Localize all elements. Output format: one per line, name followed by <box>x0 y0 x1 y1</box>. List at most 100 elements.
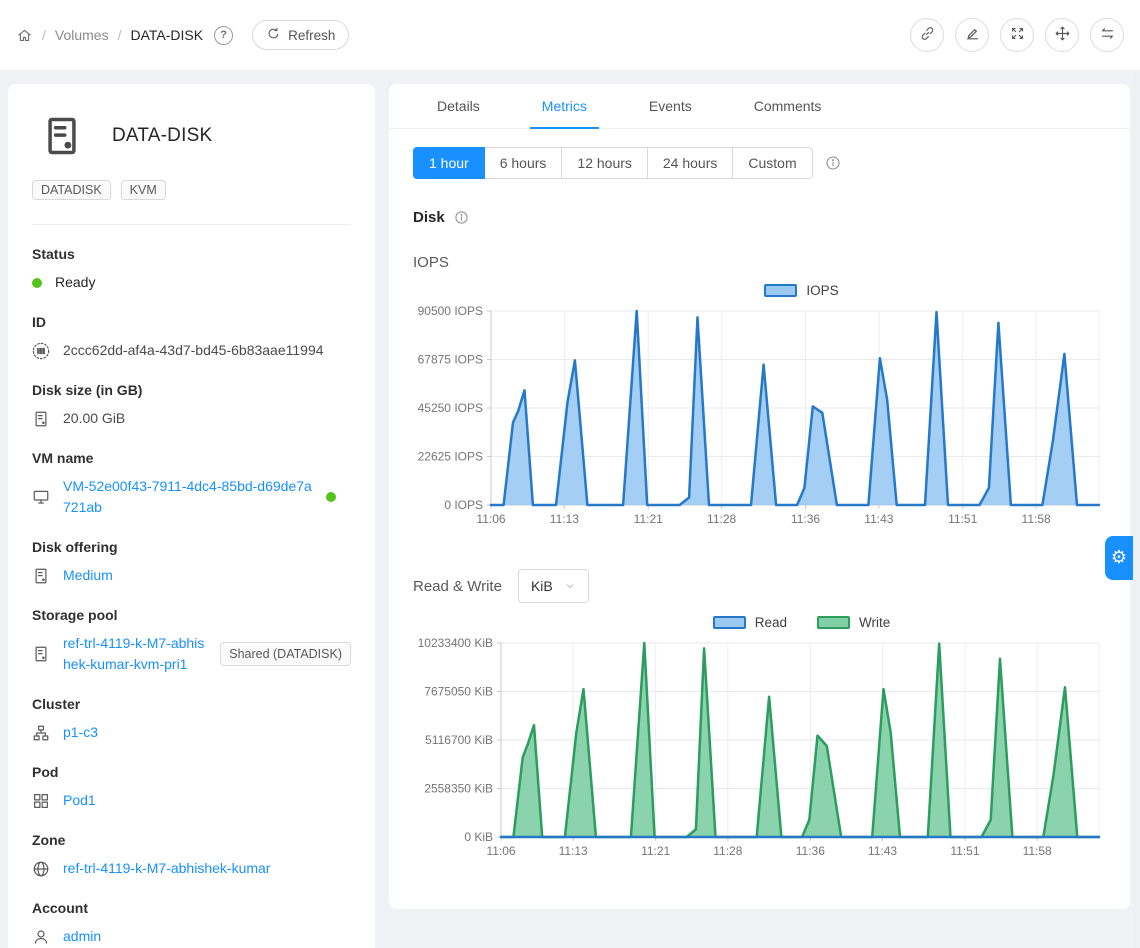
volume-title: DATA-DISK <box>112 125 212 147</box>
globe-icon <box>32 860 50 878</box>
edit-icon <box>964 25 981 45</box>
iops-legend: IOPS <box>497 283 1106 298</box>
breadcrumb-volumes[interactable]: Volumes <box>55 27 109 43</box>
swap-action-button[interactable] <box>1090 18 1124 52</box>
legend-iops[interactable]: IOPS <box>764 283 838 298</box>
refresh-button[interactable]: Refresh <box>252 20 349 50</box>
svg-text:5116700 KiB: 5116700 KiB <box>425 733 493 747</box>
scrollbar[interactable] <box>1133 72 1140 948</box>
disk-icon <box>32 410 50 428</box>
field-link[interactable]: Medium <box>63 565 113 586</box>
field-link[interactable]: VM-52e00f43-7911-4dc4-85bd-d69de7a721ab <box>63 476 313 518</box>
breadcrumb-separator: / <box>118 27 122 43</box>
svg-text:11:28: 11:28 <box>707 512 736 526</box>
svg-text:11:06: 11:06 <box>476 512 505 526</box>
svg-text:11:58: 11:58 <box>1023 844 1052 858</box>
help-icon[interactable]: ? <box>214 26 233 45</box>
svg-text:11:51: 11:51 <box>948 512 977 526</box>
link-action-button[interactable] <box>910 18 944 52</box>
svg-text:11:21: 11:21 <box>641 844 670 858</box>
swap-icon <box>1099 25 1116 45</box>
svg-text:10233400 KiB: 10233400 KiB <box>418 636 493 650</box>
field-text: 2ccc62dd-af4a-43d7-bd45-6b83aae11994 <box>63 340 324 361</box>
home-icon[interactable] <box>16 27 33 44</box>
field-link[interactable]: admin <box>63 926 101 947</box>
detail-fields: Status Ready ID2ccc62dd-af4a-43d7-bd45-6b8… <box>32 246 351 947</box>
field-link[interactable]: Pod1 <box>63 790 96 811</box>
info-icon <box>825 155 841 171</box>
svg-text:11:51: 11:51 <box>950 844 979 858</box>
refresh-label: Refresh <box>288 28 335 43</box>
field-id: ID2ccc62dd-af4a-43d7-bd45-6b83aae11994 <box>32 314 351 361</box>
field-zone: Zone ref-trl-4119-k-M7-abhishek-kumar <box>32 832 351 879</box>
range-12-hours[interactable]: 12 hours <box>561 147 647 179</box>
svg-text:90500 IOPS: 90500 IOPS <box>418 304 483 318</box>
legend-label: IOPS <box>806 283 838 298</box>
unit-select-value: KiB <box>531 578 553 594</box>
refresh-icon <box>266 26 281 44</box>
readwrite-legend: Read Write <box>497 615 1106 630</box>
breadcrumb-current: DATA-DISK <box>130 27 203 43</box>
svg-text:11:58: 11:58 <box>1022 512 1051 526</box>
field-link[interactable]: p1-c3 <box>63 722 98 743</box>
link-icon <box>919 25 936 45</box>
iops-chart: 0 IOPS22625 IOPS45250 IOPS67875 IOPS9050… <box>413 301 1106 537</box>
volume-icon <box>40 114 84 158</box>
resize-icon <box>1009 25 1026 45</box>
svg-text:67875 IOPS: 67875 IOPS <box>418 353 483 367</box>
chevron-down-icon <box>564 580 576 592</box>
monitor-icon <box>32 488 50 506</box>
svg-text:45250 IOPS: 45250 IOPS <box>418 401 483 415</box>
volume-action-toolbar <box>910 18 1124 52</box>
top-bar: / Volumes / DATA-DISK ? Refresh <box>0 0 1140 71</box>
disk-icon <box>32 645 50 663</box>
legend-swatch <box>713 616 746 629</box>
edit-action-button[interactable] <box>955 18 989 52</box>
resource-info-card: DATA-DISK DATADISKKVM StatusReadyID2ccc6… <box>8 84 375 948</box>
tab-comments[interactable]: Comments <box>742 84 834 128</box>
field-storage-pool: Storage poolref-trl-4119-k-M7-abhishek-k… <box>32 607 351 675</box>
field-label: Account <box>32 900 351 916</box>
tab-events[interactable]: Events <box>637 84 704 128</box>
page-content: DATA-DISK DATADISKKVM StatusReadyID2ccc6… <box>0 71 1140 948</box>
field-label: Cluster <box>32 696 351 712</box>
svg-text:11:36: 11:36 <box>796 844 825 858</box>
field-text: 20.00 GiB <box>63 408 125 429</box>
pod-icon <box>32 792 50 810</box>
field-account: Account admin <box>32 900 351 947</box>
status-dot <box>32 278 42 288</box>
legend-write[interactable]: Write <box>817 615 890 630</box>
tab-details[interactable]: Details <box>425 84 492 128</box>
svg-text:11:06: 11:06 <box>486 844 515 858</box>
disk-section-title: Disk <box>413 209 445 226</box>
vm-state-dot <box>326 492 336 502</box>
field-link[interactable]: ref-trl-4119-k-M7-abhishek-kumar-kvm-pri… <box>63 633 207 675</box>
settings-fab[interactable]: ⚙ <box>1105 536 1133 580</box>
svg-text:11:13: 11:13 <box>559 844 588 858</box>
field-label: Status <box>32 246 351 262</box>
move-action-button[interactable] <box>1045 18 1079 52</box>
range-6-hours[interactable]: 6 hours <box>484 147 563 179</box>
svg-text:11:28: 11:28 <box>713 844 742 858</box>
status-text: Ready <box>55 272 95 293</box>
field-label: Zone <box>32 832 351 848</box>
info-icon <box>454 210 469 225</box>
detail-panel: Details Metrics Events Comments 1 hour6 hou… <box>389 84 1130 909</box>
legend-read[interactable]: Read <box>713 615 787 630</box>
field-status: Status Ready <box>32 246 351 293</box>
svg-text:11:43: 11:43 <box>868 844 897 858</box>
range-24-hours[interactable]: 24 hours <box>647 147 733 179</box>
iops-chart-title: IOPS <box>413 254 1106 271</box>
svg-text:11:13: 11:13 <box>550 512 579 526</box>
breadcrumb: / Volumes / DATA-DISK ? Refresh <box>16 20 349 50</box>
svg-text:2558350 KiB: 2558350 KiB <box>424 782 493 796</box>
volume-tag: KVM <box>121 180 166 200</box>
unit-select[interactable]: KiB <box>518 569 589 603</box>
field-link[interactable]: ref-trl-4119-k-M7-abhishek-kumar <box>63 858 270 879</box>
range-custom[interactable]: Custom <box>732 147 812 179</box>
field-cluster: Cluster p1-c3 <box>32 696 351 743</box>
readwrite-chart-block: Read & Write KiB ReadWrite 0 KiB2558350 … <box>413 569 1106 869</box>
resize-action-button[interactable] <box>1000 18 1034 52</box>
range-1-hour[interactable]: 1 hour <box>413 147 485 179</box>
tab-metrics[interactable]: Metrics <box>530 84 599 128</box>
